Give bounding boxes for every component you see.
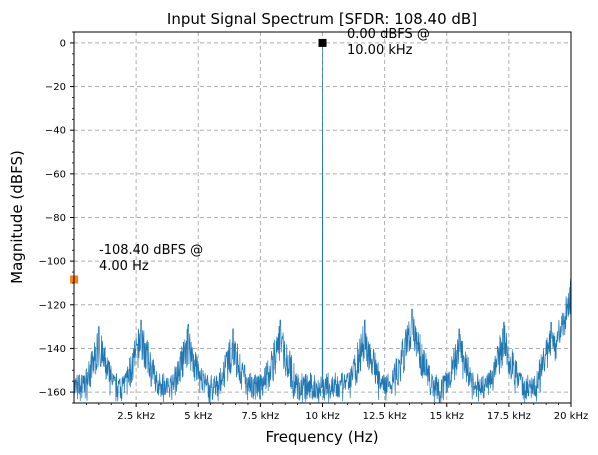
annotation-fundamental-line2: 10.00 kHz xyxy=(347,43,413,58)
x-tick-label: 5 kHz xyxy=(184,411,212,422)
y-tick-label: −20 xyxy=(45,82,66,93)
x-tick-label: 12.5 kHz xyxy=(363,411,407,422)
annotation-spur-line2: 4.00 Hz xyxy=(99,259,149,274)
x-tick-label: 15 kHz xyxy=(430,411,464,422)
fundamental-marker xyxy=(318,38,327,47)
y-tick-label: −100 xyxy=(39,257,66,268)
x-axis-label: Frequency (Hz) xyxy=(265,428,378,446)
x-tick-label: 2.5 kHz xyxy=(117,411,155,422)
axis-ticks: 2.5 kHz 5 kHz 7.5 kHz 10 kHz 12.5 kHz 15 kHz 1… xyxy=(39,31,588,422)
x-tick-label: 20 kHz xyxy=(554,411,588,422)
chart-title: Input Signal Spectrum [SFDR: 108.40 dB] xyxy=(167,10,477,28)
y-tick-label: 0 xyxy=(60,38,66,49)
x-tick-label: 7.5 kHz xyxy=(242,411,280,422)
spectrum-trace xyxy=(74,42,571,403)
x-tick-label: 10 kHz xyxy=(305,411,339,422)
y-tick-label: −60 xyxy=(45,169,66,180)
y-tick-label: −80 xyxy=(45,213,66,224)
y-tick-label: −40 xyxy=(45,126,66,137)
x-tick-label: 17.5 kHz xyxy=(487,411,531,422)
annotation-spur-line1: -108.40 dBFS @ xyxy=(99,243,203,258)
series-layer xyxy=(74,42,571,403)
annotation-fundamental-line1: 0.00 dBFS @ xyxy=(347,27,430,42)
annotation-spur: -108.40 dBFS @ 4.00 Hz xyxy=(99,243,203,274)
y-tick-label: −120 xyxy=(39,300,66,311)
annotation-fundamental: 0.00 dBFS @ 10.00 kHz xyxy=(347,27,430,58)
y-tick-label: −160 xyxy=(39,388,66,399)
y-axis-label: Magnitude (dBFS) xyxy=(8,150,26,284)
y-tick-label: −140 xyxy=(39,344,66,355)
